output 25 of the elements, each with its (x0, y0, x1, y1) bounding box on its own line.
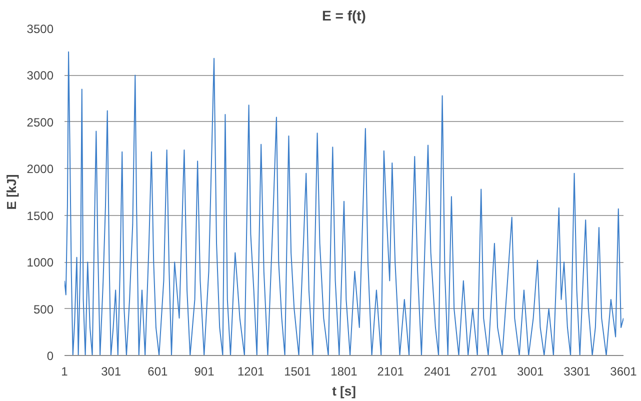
x-tick-label: 301 (101, 364, 122, 378)
x-tick-label: 1201 (237, 364, 265, 378)
x-tick-label: 1801 (330, 364, 358, 378)
x-axis-title: t [s] (332, 384, 356, 398)
line-series (64, 51, 624, 356)
y-tick-label: 3500 (26, 22, 54, 36)
x-tick-label: 2101 (377, 364, 404, 378)
y-tick-label: 1000 (26, 256, 54, 270)
x-tick-label: 1 (61, 364, 68, 378)
x-tick-label: 901 (194, 364, 215, 378)
y-tick-label: 0 (46, 349, 54, 363)
y-tick-label: 2500 (26, 115, 54, 130)
x-tick-label: 3001 (516, 364, 544, 378)
y-tick-label: 3000 (26, 68, 54, 83)
chart-title: E = f(t) (322, 8, 366, 24)
y-axis-title: E [kJ] (4, 174, 19, 210)
x-tick-label: 2701 (470, 364, 498, 378)
x-tick-label: 1501 (284, 364, 312, 378)
y-tick-label: 500 (33, 302, 54, 316)
x-tick-label: 601 (148, 364, 168, 378)
y-tick-label: 1500 (26, 208, 54, 223)
x-tick-label: 3301 (564, 364, 591, 378)
x-tick-label: 3601 (610, 364, 638, 378)
x-tick-label: 2401 (424, 364, 451, 378)
y-tick-label: 2000 (26, 162, 54, 176)
